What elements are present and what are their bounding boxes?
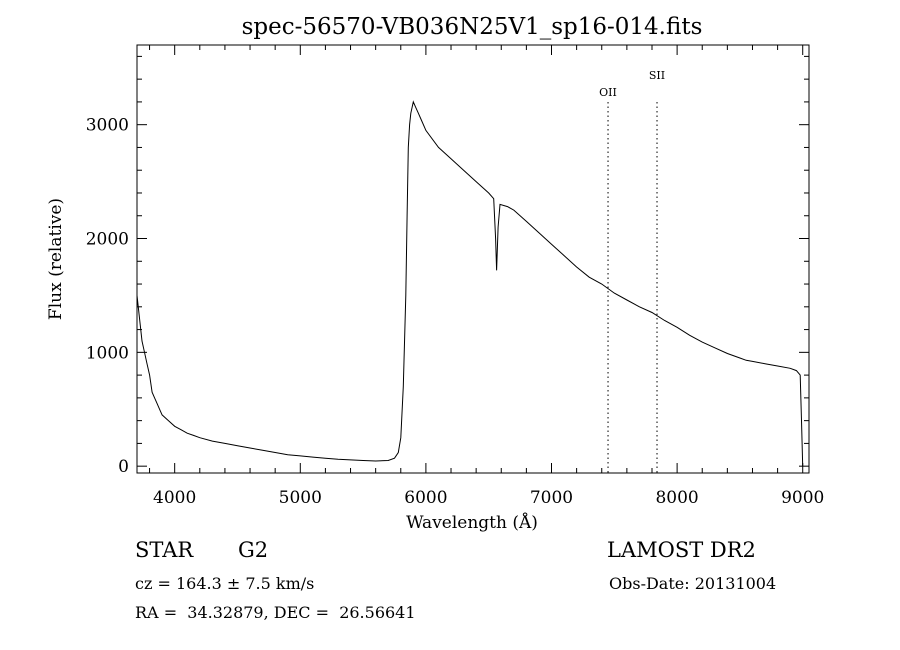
line-annotations: OII SII [599,69,665,473]
plot-frame [136,44,810,474]
y-tick-label: 2000 [86,230,129,250]
y-tick-label: 1000 [86,343,129,363]
coordinates: RA = 34.32879, DEC = 26.56641 [135,603,416,622]
redshift-cz: cz = 164.3 ± 7.5 km/s [135,574,315,593]
object-subclass: G2 [238,538,269,562]
annotation-label: OII [599,86,617,99]
x-tick-label: 5000 [279,488,322,508]
x-tick-label: 7000 [530,488,573,508]
x-tick-label: 6000 [404,488,447,508]
x-axis-label: Wavelength (Å) [406,512,538,533]
chart-title: spec-56570-VB036N25V1_sp16-014.fits [242,14,703,40]
x-tick-label: 9000 [781,488,824,508]
y-tick-label: 0 [118,457,129,477]
survey-name: LAMOST DR2 [607,538,756,562]
x-tick-label: 8000 [655,488,698,508]
annotation-label: SII [649,69,665,82]
object-type: STAR [135,538,194,562]
axis-ticks: 4000 5000 6000 7000 8000 9000 0 1000 2000 3000 [86,45,824,508]
observation-date: Obs-Date: 20131004 [609,574,777,593]
spectrum-line [136,100,804,467]
y-tick-label: 3000 [86,116,129,136]
y-axis-label: Flux (relative) [46,198,66,320]
x-tick-label: 4000 [153,488,196,508]
